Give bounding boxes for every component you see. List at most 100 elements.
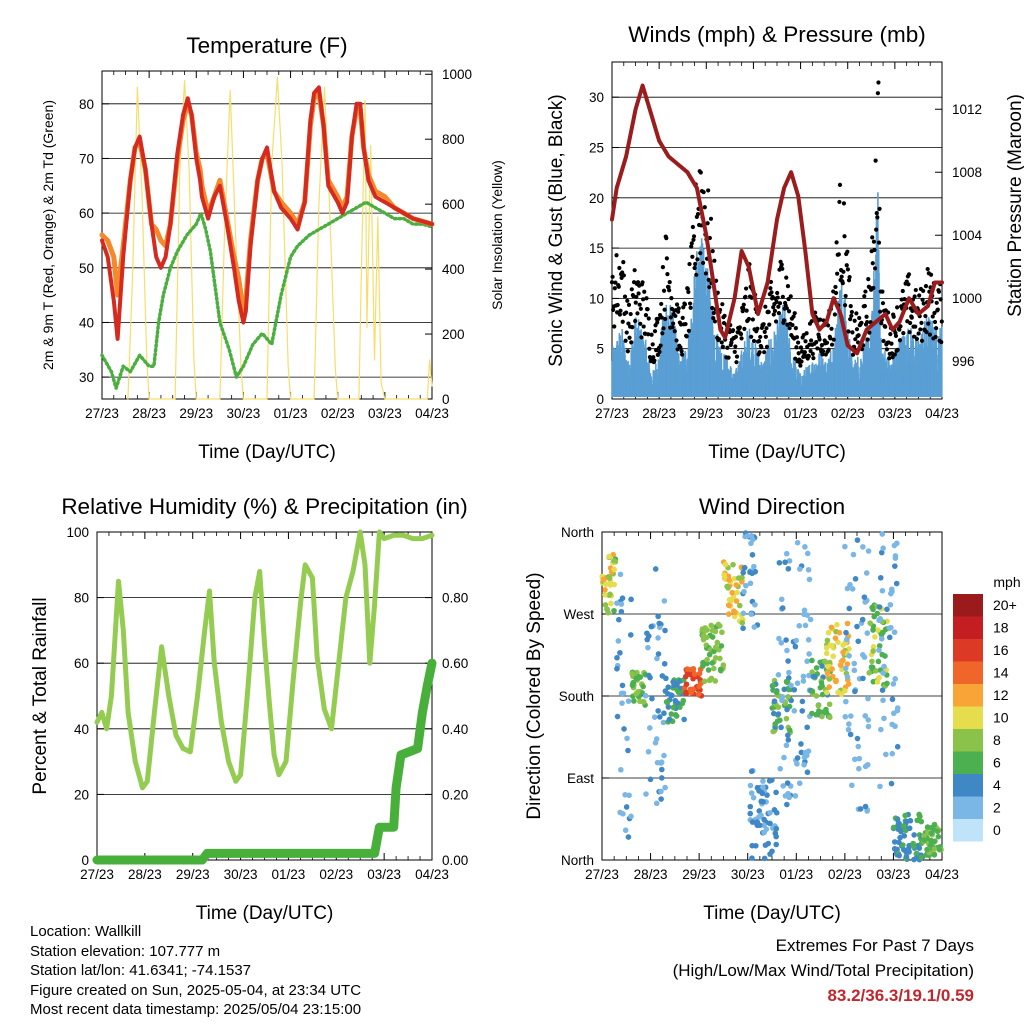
gust-point bbox=[755, 326, 760, 331]
gust-point bbox=[647, 346, 652, 351]
gust-point bbox=[626, 302, 632, 307]
gust-point bbox=[749, 334, 754, 339]
direction-point bbox=[892, 553, 899, 559]
x-tick-label: 27/23 bbox=[595, 406, 629, 421]
direction-point bbox=[838, 691, 845, 697]
direction-point bbox=[778, 640, 785, 646]
direction-point bbox=[662, 688, 669, 694]
direction-point bbox=[832, 635, 839, 641]
direction-point bbox=[772, 721, 779, 727]
direction-point bbox=[657, 714, 663, 720]
gust-point bbox=[688, 305, 693, 310]
series-direction bbox=[599, 530, 944, 863]
x-tick-label: 29/23 bbox=[179, 406, 213, 421]
gust-point bbox=[794, 335, 800, 340]
y-tick-label: 0 bbox=[596, 392, 604, 407]
direction-point bbox=[730, 594, 737, 600]
direction-point bbox=[800, 678, 807, 684]
gust-point bbox=[913, 324, 918, 329]
gust-point bbox=[739, 336, 744, 341]
gust-point bbox=[710, 249, 715, 254]
x-axis-label: Time (Day/UTC) bbox=[703, 903, 841, 924]
gust-point bbox=[771, 305, 776, 310]
direction-point bbox=[891, 839, 898, 845]
direction-point bbox=[616, 616, 622, 623]
direction-point bbox=[888, 590, 894, 597]
gust-point bbox=[780, 294, 785, 299]
direction-point bbox=[827, 714, 833, 721]
gust-point bbox=[844, 263, 849, 268]
direction-point bbox=[819, 663, 825, 669]
x-tick-label: 01/23 bbox=[272, 867, 306, 882]
gust-point bbox=[693, 261, 698, 267]
panel-1: 27/23 28/23 29/23 30/23 01/23 02/23 03/23 04/23… bbox=[40, 33, 505, 463]
gust-point bbox=[691, 237, 696, 242]
gust-point bbox=[612, 286, 617, 291]
gust-point bbox=[893, 333, 899, 338]
gust-point bbox=[917, 293, 922, 298]
direction-point bbox=[804, 550, 811, 557]
direction-point bbox=[761, 829, 767, 836]
gust-point bbox=[609, 280, 615, 285]
direction-point bbox=[679, 700, 686, 707]
gust-point bbox=[891, 314, 896, 319]
gust-point bbox=[621, 260, 626, 265]
gust-point bbox=[846, 329, 851, 334]
direction-point bbox=[779, 694, 786, 700]
gust-point bbox=[767, 322, 772, 327]
direction-point bbox=[862, 803, 869, 810]
gust-point bbox=[674, 338, 679, 343]
direction-point bbox=[658, 788, 664, 795]
gust-point bbox=[741, 306, 746, 311]
gust-point bbox=[796, 351, 801, 356]
y-tick-label: 5 bbox=[596, 342, 604, 357]
direction-point bbox=[739, 574, 745, 581]
direction-point bbox=[695, 691, 702, 697]
direction-point bbox=[876, 617, 882, 624]
direction-point bbox=[846, 605, 853, 612]
x-tick-label: 03/23 bbox=[368, 406, 402, 421]
direction-point bbox=[619, 682, 626, 689]
direction-point bbox=[658, 796, 664, 802]
direction-point bbox=[773, 841, 780, 848]
x-tick-label: 30/23 bbox=[737, 406, 771, 421]
direction-point bbox=[712, 644, 719, 650]
gust-point bbox=[633, 318, 638, 324]
direction-point bbox=[880, 545, 886, 552]
direction-point bbox=[647, 776, 654, 783]
direction-point bbox=[906, 849, 912, 855]
direction-point bbox=[602, 587, 608, 593]
direction-point bbox=[826, 684, 833, 690]
gust-point bbox=[907, 330, 912, 335]
series-pressure bbox=[610, 83, 944, 356]
x-tick-label: 30/23 bbox=[731, 867, 765, 882]
direction-point bbox=[690, 666, 696, 673]
x-tick-label: 04/23 bbox=[925, 867, 959, 882]
direction-point bbox=[750, 536, 756, 543]
direction-point bbox=[652, 739, 659, 746]
direction-point bbox=[843, 698, 849, 705]
gust-point bbox=[679, 349, 684, 354]
gust-point bbox=[663, 316, 668, 322]
gust-point bbox=[824, 340, 830, 345]
gust-point bbox=[741, 302, 746, 307]
gust-point bbox=[809, 338, 814, 343]
gust-point bbox=[775, 290, 780, 296]
direction-point bbox=[862, 713, 869, 719]
direction-point bbox=[819, 713, 825, 720]
direction-point bbox=[879, 587, 886, 594]
direction-point bbox=[710, 665, 717, 672]
elevation-text: Station elevation: 107.777 m bbox=[30, 942, 221, 960]
direction-point bbox=[804, 724, 810, 731]
direction-point bbox=[894, 743, 901, 750]
gust-point bbox=[649, 332, 654, 337]
gust-point bbox=[875, 91, 880, 96]
gust-point bbox=[780, 266, 785, 271]
series-gust bbox=[609, 80, 944, 368]
x-tick-label: 02/23 bbox=[321, 406, 355, 421]
panel-4: 27/23 28/23 29/23 30/23 01/23 02/23 03/23 04/23… bbox=[524, 494, 959, 924]
y-tick-label: 30 bbox=[79, 370, 94, 385]
gust-point bbox=[895, 305, 900, 310]
direction-point bbox=[852, 688, 858, 695]
x-tick-label: 27/23 bbox=[585, 867, 619, 882]
